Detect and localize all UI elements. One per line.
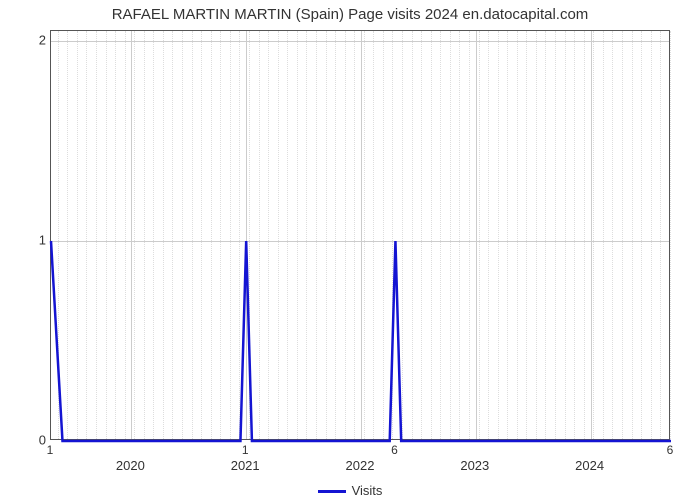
y-axis-label: 1 (28, 233, 46, 248)
data-point-label: 1 (47, 443, 54, 457)
x-axis-label: 2023 (460, 458, 489, 473)
legend-label: Visits (352, 483, 383, 498)
grid-minor-v (670, 31, 671, 439)
plot-svg (51, 31, 669, 439)
x-axis-label: 2020 (116, 458, 145, 473)
data-point-label: 6 (391, 443, 398, 457)
series-line-visits (51, 241, 671, 441)
x-axis-label: 2021 (231, 458, 260, 473)
y-axis-label: 0 (28, 433, 46, 448)
chart-title: RAFAEL MARTIN MARTIN (Spain) Page visits… (0, 6, 700, 23)
x-axis-label: 2024 (575, 458, 604, 473)
legend: Visits (0, 483, 700, 498)
data-point-label: 6 (667, 443, 674, 457)
legend-swatch (318, 490, 346, 493)
chart-container: RAFAEL MARTIN MARTIN (Spain) Page visits… (0, 0, 700, 500)
y-axis-label: 2 (28, 33, 46, 48)
data-point-label: 1 (242, 443, 249, 457)
plot-area (50, 30, 670, 440)
x-axis-label: 2022 (346, 458, 375, 473)
